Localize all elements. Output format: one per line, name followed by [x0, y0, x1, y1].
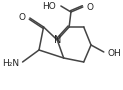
Text: O: O — [18, 13, 25, 22]
Text: OH: OH — [108, 49, 121, 58]
Text: HO: HO — [43, 2, 56, 11]
Text: N: N — [54, 35, 62, 45]
Text: O: O — [86, 3, 93, 12]
Text: H₂N: H₂N — [2, 59, 19, 68]
